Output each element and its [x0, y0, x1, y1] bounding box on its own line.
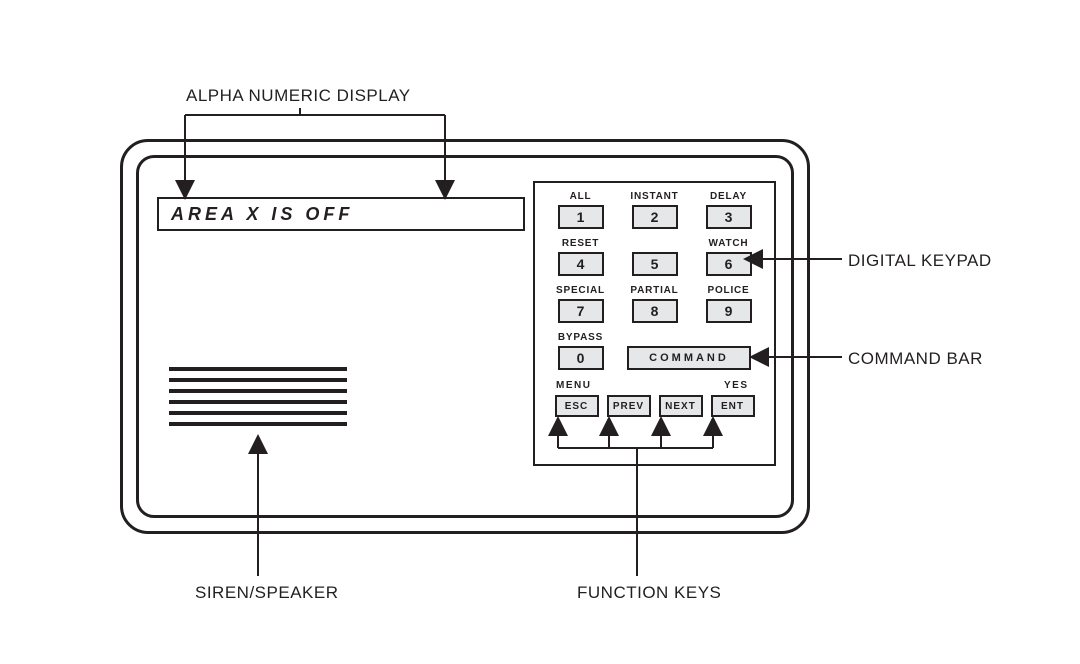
fn-row: ESC PREV NEXT ENT	[535, 395, 774, 417]
lcd-display: AREA X IS OFF	[157, 197, 525, 231]
lcd-text: AREA X IS OFF	[171, 204, 353, 225]
fn-key-esc[interactable]: ESC	[555, 395, 599, 417]
key-9[interactable]: 9	[706, 299, 752, 323]
label-alpha-display: ALPHA NUMERIC DISPLAY	[186, 86, 411, 106]
speaker-bar	[169, 378, 347, 382]
speaker-bar	[169, 389, 347, 393]
key-row: ALL 1 INSTANT 2 DELAY 3	[535, 191, 774, 229]
key-row: SPECIAL 7 PARTIAL 8 POLICE 9	[535, 285, 774, 323]
key-cell: ALL 1	[544, 191, 618, 229]
keypad-panel: ALL 1 INSTANT 2 DELAY 3 RESET 4 5 WATCH …	[533, 181, 776, 466]
key-cell: DELAY 3	[692, 191, 766, 229]
key-6[interactable]: 6	[706, 252, 752, 276]
key-cell: 5	[618, 238, 692, 276]
key-1[interactable]: 1	[558, 205, 604, 229]
key-8[interactable]: 8	[632, 299, 678, 323]
key-cell: POLICE 9	[692, 285, 766, 323]
key-cell: SPECIAL 7	[544, 285, 618, 323]
key-label: WATCH	[709, 238, 749, 251]
key-5[interactable]: 5	[632, 252, 678, 276]
key-label: PARTIAL	[630, 285, 678, 298]
key-label: INSTANT	[630, 191, 678, 204]
fn-label-menu: MENU	[556, 380, 591, 391]
key-label: RESET	[562, 238, 599, 251]
label-command-bar: COMMAND BAR	[848, 349, 983, 369]
speaker-bar	[169, 400, 347, 404]
key-0[interactable]: 0	[558, 346, 604, 370]
key-2[interactable]: 2	[632, 205, 678, 229]
label-function-keys: FUNCTION KEYS	[577, 583, 721, 603]
key-cell: WATCH 6	[692, 238, 766, 276]
key-7[interactable]: 7	[558, 299, 604, 323]
key-cell: PARTIAL 8	[618, 285, 692, 323]
label-digital-keypad: DIGITAL KEYPAD	[848, 251, 992, 271]
key-cell: INSTANT 2	[618, 191, 692, 229]
key-3[interactable]: 3	[706, 205, 752, 229]
key-4[interactable]: 4	[558, 252, 604, 276]
speaker-bar	[169, 411, 347, 415]
label-siren-speaker: SIREN/SPEAKER	[195, 583, 339, 603]
speaker-grille	[169, 367, 347, 433]
fn-key-prev[interactable]: PREV	[607, 395, 651, 417]
key-row: RESET 4 5 WATCH 6	[535, 238, 774, 276]
key-cell: RESET 4	[544, 238, 618, 276]
speaker-bar	[169, 422, 347, 426]
fn-key-next[interactable]: NEXT	[659, 395, 703, 417]
key-label: DELAY	[710, 191, 747, 204]
key-cell: BYPASS 0	[544, 332, 618, 370]
fn-label-yes: YES	[724, 380, 749, 391]
command-bar[interactable]: COMMAND	[627, 346, 751, 370]
key-label: SPECIAL	[556, 285, 605, 298]
key-label: POLICE	[707, 285, 749, 298]
key-label: ALL	[570, 191, 592, 204]
speaker-bar	[169, 367, 347, 371]
fn-key-ent[interactable]: ENT	[711, 395, 755, 417]
key-label: BYPASS	[558, 332, 603, 345]
